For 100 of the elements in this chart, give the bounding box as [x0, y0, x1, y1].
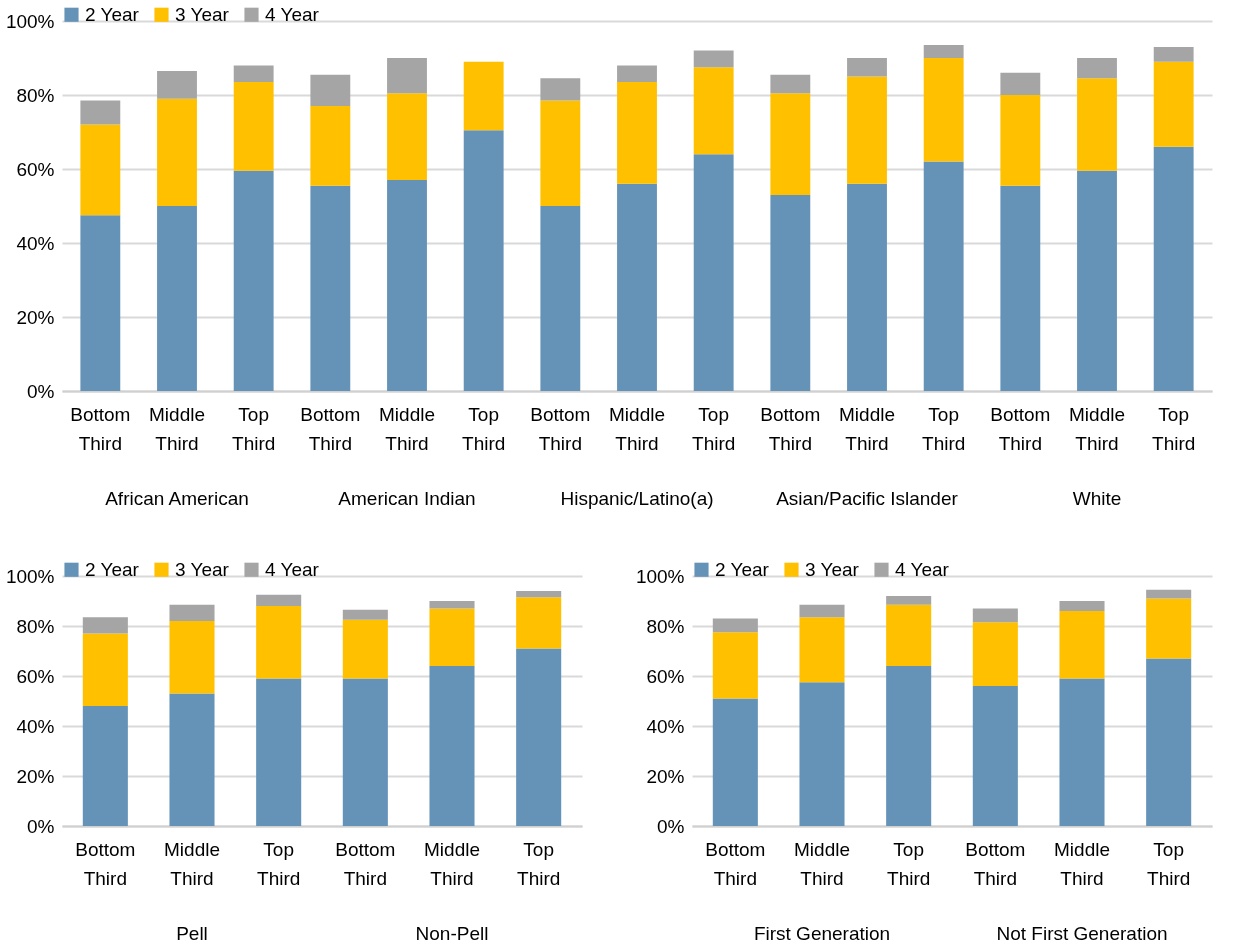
x-tick-label: Bottom Third: [965, 838, 1026, 889]
bar: [256, 678, 302, 826]
x-tick-label: Middle Third: [1069, 403, 1125, 454]
bar: [80, 215, 121, 391]
bar: [82, 706, 128, 826]
legend-label: 4 Year: [895, 558, 950, 580]
bar: [617, 183, 657, 391]
bar: [516, 597, 562, 649]
text: American Indian: [338, 488, 476, 509]
text: Asian/Pacific Islander: [776, 488, 959, 509]
y-tick-label: 40%: [646, 715, 685, 737]
bar: [847, 58, 887, 77]
y-tick-label: 60%: [16, 665, 55, 687]
bar: [617, 82, 657, 184]
bar: [169, 604, 215, 621]
x-tick-label: Middle Third: [609, 403, 665, 454]
bar: [847, 76, 887, 184]
legend-label: 3 Year: [805, 558, 860, 580]
x-tick-label: Bottom Third: [530, 403, 591, 454]
bar: [1146, 598, 1192, 659]
bar: [80, 100, 121, 125]
bar: [516, 648, 562, 826]
bar: [82, 617, 128, 634]
y-tick-label: 80%: [16, 615, 55, 637]
bar: [1153, 146, 1194, 391]
x-tick-label: Top Third: [922, 403, 966, 454]
bar: [342, 609, 388, 620]
bar: [712, 618, 758, 633]
y-tick-label: 100%: [5, 565, 55, 587]
y-tick-label: 0%: [27, 380, 55, 402]
x-tick-label: Top Third: [462, 403, 506, 454]
bar: [693, 67, 734, 155]
bar: [429, 608, 475, 666]
bar: [1000, 72, 1041, 95]
bar: [1077, 78, 1117, 171]
y-tick-label: 80%: [16, 84, 55, 106]
x-tick-label: Top Third: [232, 403, 276, 454]
bar: [463, 130, 504, 391]
bar: [799, 617, 845, 683]
x-tick-label: Middle Third: [424, 838, 480, 889]
bar: [972, 622, 1018, 686]
bar: [310, 185, 351, 391]
bar: [310, 74, 351, 107]
bar: [387, 93, 427, 181]
bar: [693, 154, 734, 391]
y-tick-label: 20%: [16, 306, 55, 328]
bar: [310, 106, 351, 186]
x-tick-label: Bottom Third: [990, 403, 1051, 454]
legend-label: 3 Year: [175, 558, 230, 580]
bar: [540, 206, 581, 391]
bar: [256, 594, 302, 606]
text: First Generation: [753, 923, 891, 944]
bar: [157, 98, 197, 206]
bar: [1153, 61, 1194, 147]
bar: [799, 682, 845, 826]
y-tick-label: 40%: [16, 232, 55, 254]
y-tick-label: 0%: [27, 815, 55, 837]
bar: [972, 686, 1018, 826]
x-tick-label: Top Third: [1152, 403, 1196, 454]
legend-label: 2 Year: [85, 3, 140, 25]
bar: [923, 58, 964, 162]
y-tick-label: 20%: [646, 765, 685, 787]
bar: [157, 206, 197, 391]
text: White: [1072, 488, 1122, 509]
x-tick-label: Bottom Third: [70, 403, 131, 454]
bar: [1059, 601, 1105, 611]
y-tick-label: 0%: [657, 815, 685, 837]
bar: [429, 601, 475, 609]
bar: [712, 698, 758, 826]
text: Non-Pell: [415, 923, 489, 944]
bar: [540, 78, 581, 101]
x-tick-label: Middle Third: [379, 403, 435, 454]
bar: [233, 65, 274, 83]
bar: [770, 93, 811, 195]
x-tick-label: Middle Third: [164, 838, 220, 889]
bar: [80, 124, 121, 216]
bar: [1000, 95, 1041, 186]
legend-label: 3 Year: [175, 3, 230, 25]
bar: [1153, 46, 1194, 62]
y-tick-label: 60%: [16, 158, 55, 180]
x-tick-label: Bottom Third: [75, 838, 136, 889]
x-tick-label: Top Third: [887, 838, 931, 889]
y-tick-label: 60%: [646, 665, 685, 687]
bar: [233, 170, 274, 391]
bar: [712, 632, 758, 699]
y-tick-label: 100%: [635, 565, 685, 587]
bar: [1077, 170, 1117, 391]
bar: [1000, 185, 1041, 391]
bar: [770, 74, 811, 94]
text: Not First Generation: [996, 923, 1168, 944]
x-tick-label: Top Third: [692, 403, 736, 454]
bar: [256, 606, 302, 679]
bar: [82, 633, 128, 706]
bar: [972, 608, 1018, 623]
x-tick-label: Bottom Third: [705, 838, 766, 889]
y-tick-label: 20%: [16, 765, 55, 787]
x-tick-label: Top Third: [1147, 838, 1191, 889]
bar: [799, 604, 845, 618]
bar: [886, 604, 932, 666]
bar: [1059, 678, 1105, 826]
